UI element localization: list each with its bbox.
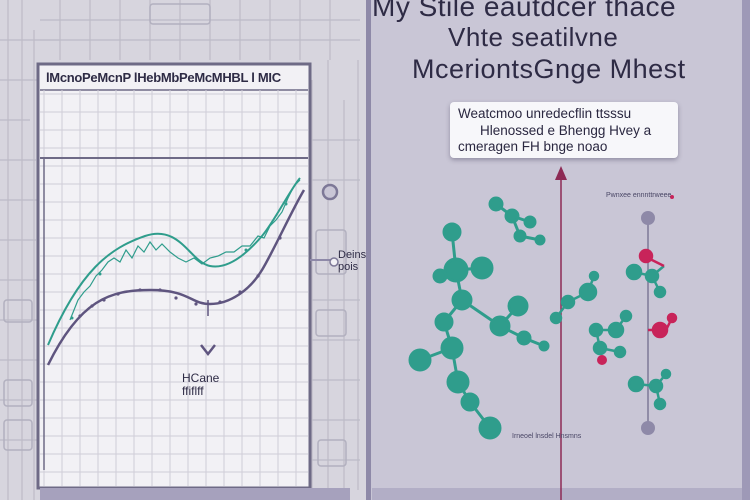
bottom-strip	[40, 488, 350, 500]
chart-panel	[36, 62, 312, 490]
teal-noise-line	[69, 179, 301, 321]
purple-markers	[78, 236, 282, 318]
molecule-cluster-right	[625, 263, 672, 411]
up-arrow-icon	[555, 166, 567, 180]
small-note-dot	[670, 195, 674, 199]
header-line-2: Vhte seatilvne	[448, 22, 619, 52]
bottom-strip-right	[372, 488, 742, 500]
molecule-cluster-center	[549, 270, 633, 359]
right-panel	[366, 0, 750, 500]
points-label-line-2: pois	[338, 261, 359, 273]
purple-trend-line	[46, 189, 306, 366]
chart-grid	[40, 90, 308, 486]
magenta-atom	[597, 355, 607, 365]
callout-line-3: cmeragen FH bnge noao	[458, 139, 608, 154]
small-note: Pwnxee ennnttrweee	[606, 192, 672, 199]
callout-line-2: Hlenossed e Bhengg Hvey a	[480, 123, 652, 138]
header-line-3: MceriontsGnge Mhest	[412, 54, 686, 84]
connector-dot-icon	[321, 183, 339, 201]
background-map-blocks	[3, 3, 347, 467]
chart-title-band	[40, 66, 308, 88]
down-chevron-icon	[200, 344, 216, 357]
molecule-cluster-left	[408, 196, 550, 440]
callout-line-1: Weatcmoo unredecflin ttsssu	[458, 106, 632, 121]
bottom-note: Irneoel lnsdel Hnsmns	[512, 433, 582, 440]
chart-key-label: HCane ffiflff	[182, 372, 219, 398]
right-axis-bottom-dot	[641, 421, 655, 435]
points-label: Deins pois	[338, 249, 366, 273]
key-label-line-2: ffiflff	[182, 384, 204, 398]
chart-title: lMcnoPeMcnP lHebMbPeMcMHBL l MIC	[46, 70, 281, 85]
points-label-line-1: Deins	[338, 249, 367, 261]
background-street-grid	[0, 0, 360, 500]
teal-markers	[70, 202, 288, 320]
magenta-atoms-right	[638, 248, 678, 339]
header-line-1: My Stile eautdcer thace	[372, 0, 677, 22]
points-label-bullet-icon	[329, 257, 339, 267]
key-label-line-1: HCane	[182, 371, 220, 385]
right-panel-edge	[742, 0, 750, 500]
right-axis-top-dot	[641, 211, 655, 225]
callout-box: Weatcmoo unredecflin ttsssu Hlenossed e …	[450, 102, 678, 158]
right-panel-border	[366, 0, 371, 500]
